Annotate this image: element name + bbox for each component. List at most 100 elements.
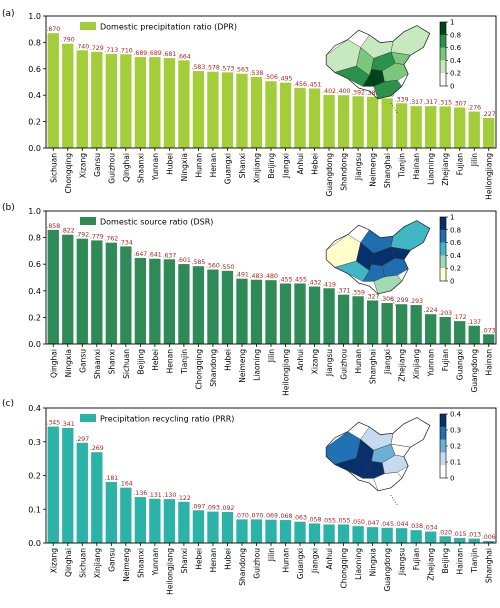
data-label: .689 bbox=[148, 50, 162, 57]
data-label: .538 bbox=[250, 70, 264, 77]
x-tick-label: Neimeng bbox=[122, 548, 131, 582]
data-label: .792 bbox=[75, 232, 89, 239]
data-label: .681 bbox=[162, 51, 176, 58]
data-label: .456 bbox=[293, 81, 307, 88]
x-tick-label: Guangdong bbox=[470, 349, 479, 393]
x-tick-label: Hubei bbox=[223, 548, 232, 570]
bar bbox=[250, 519, 263, 543]
data-label: .601 bbox=[177, 257, 191, 264]
x-tick-label: Jilin bbox=[267, 548, 276, 562]
x-tick-label: Fujian bbox=[456, 153, 465, 175]
colorbar-tick-label: 0 bbox=[450, 475, 454, 483]
x-tick-label: Jilin bbox=[470, 153, 479, 167]
data-label: .307 bbox=[453, 100, 467, 107]
bar bbox=[425, 531, 437, 543]
data-label: .308 bbox=[380, 296, 394, 303]
x-tick-label: Jiangsu bbox=[325, 349, 334, 377]
colorbar-tick-label: 0 bbox=[450, 83, 454, 91]
x-tick-label: Neimeng bbox=[238, 349, 247, 383]
legend-swatch bbox=[80, 22, 96, 30]
bar bbox=[76, 442, 88, 543]
bar bbox=[279, 82, 292, 148]
colorbar: 1 0.8 0.6 0.4 0.2 0 bbox=[439, 19, 462, 91]
legend-swatch bbox=[80, 414, 96, 422]
island-dot bbox=[394, 304, 396, 306]
bar bbox=[105, 242, 117, 344]
x-tick-label: Hainan bbox=[412, 153, 421, 180]
bar bbox=[221, 511, 234, 543]
data-label: .870 bbox=[46, 26, 60, 33]
data-label: .038 bbox=[409, 523, 423, 530]
data-label: .293 bbox=[409, 298, 423, 305]
data-label: .585 bbox=[192, 259, 206, 266]
x-tick-label: Jiangxi bbox=[311, 548, 320, 574]
data-label: .480 bbox=[264, 273, 278, 280]
bar bbox=[120, 487, 132, 543]
x-tick-label: Hebei bbox=[151, 349, 160, 371]
bar bbox=[120, 246, 132, 344]
colorbar-segment bbox=[440, 22, 446, 36]
x-tick-label: Guangxi bbox=[456, 349, 465, 380]
colorbar-tick-label: 0 bbox=[450, 278, 454, 286]
colorbar-tick-label: 0.2 bbox=[450, 265, 461, 273]
x-tick-label: Shandong bbox=[209, 349, 218, 387]
data-label: .779 bbox=[90, 233, 104, 240]
x-tick-label: Chongqing bbox=[194, 349, 203, 390]
x-tick-label: Shanxi bbox=[180, 548, 189, 573]
island-dot bbox=[396, 503, 398, 505]
x-tick-label: Heilongjiang bbox=[282, 349, 291, 396]
data-label: .020 bbox=[438, 529, 452, 536]
y-tick-label: 0.0 bbox=[28, 340, 41, 349]
x-tick-label: Hubei bbox=[223, 349, 232, 371]
data-label: .058 bbox=[308, 516, 322, 523]
data-label: .483 bbox=[250, 273, 264, 280]
bar bbox=[395, 304, 408, 344]
x-tick-label: Qinghai bbox=[64, 548, 73, 577]
x-tick-label: Guangdong bbox=[325, 153, 334, 197]
bar bbox=[62, 43, 74, 148]
bar bbox=[47, 426, 59, 543]
inset-map bbox=[325, 417, 431, 505]
colorbar-tick-label: 1 bbox=[450, 214, 454, 222]
data-label: .097 bbox=[192, 503, 206, 510]
x-tick-label: Guangxi bbox=[296, 548, 305, 579]
colorbar-segment bbox=[440, 452, 446, 466]
data-label: .400 bbox=[337, 88, 351, 95]
bar bbox=[395, 528, 408, 543]
bar bbox=[337, 294, 350, 344]
x-tick-label: Xinjiang bbox=[252, 153, 261, 183]
x-tick-label: Anhui bbox=[325, 548, 334, 569]
bar bbox=[91, 452, 103, 543]
x-tick-label: Hebei bbox=[311, 153, 320, 175]
bar bbox=[337, 524, 350, 543]
y-tick-label: 0.8 bbox=[28, 38, 41, 47]
colorbar-segment bbox=[440, 217, 446, 231]
data-label: .402 bbox=[322, 88, 336, 95]
bar bbox=[308, 523, 321, 543]
x-tick-label: Xinjiang bbox=[412, 349, 421, 379]
colorbar-segment bbox=[440, 47, 446, 61]
bar bbox=[265, 280, 277, 344]
bar bbox=[323, 94, 335, 148]
x-tick-label: Jiangsu bbox=[354, 153, 363, 181]
x-tick-label: Sichuan bbox=[78, 548, 87, 578]
bar bbox=[468, 325, 480, 344]
x-tick-label: Fujian bbox=[441, 349, 450, 371]
x-tick-label: Henan bbox=[165, 349, 174, 374]
bar bbox=[149, 498, 161, 543]
data-label: .297 bbox=[75, 436, 89, 443]
data-label: .710 bbox=[119, 47, 133, 54]
y-tick-label: 0.8 bbox=[28, 234, 41, 243]
data-label: .858 bbox=[46, 223, 60, 230]
bar bbox=[410, 305, 422, 344]
x-tick-label: Hubei bbox=[165, 153, 174, 175]
bar bbox=[294, 521, 306, 543]
bar bbox=[250, 279, 263, 344]
x-tick-label: Tianjin bbox=[180, 349, 189, 375]
colorbar-segment bbox=[440, 34, 446, 48]
bar bbox=[352, 296, 364, 344]
bar bbox=[105, 53, 117, 148]
bar bbox=[62, 427, 74, 543]
y-tick-label: 0.6 bbox=[28, 65, 41, 74]
bar bbox=[454, 107, 466, 148]
